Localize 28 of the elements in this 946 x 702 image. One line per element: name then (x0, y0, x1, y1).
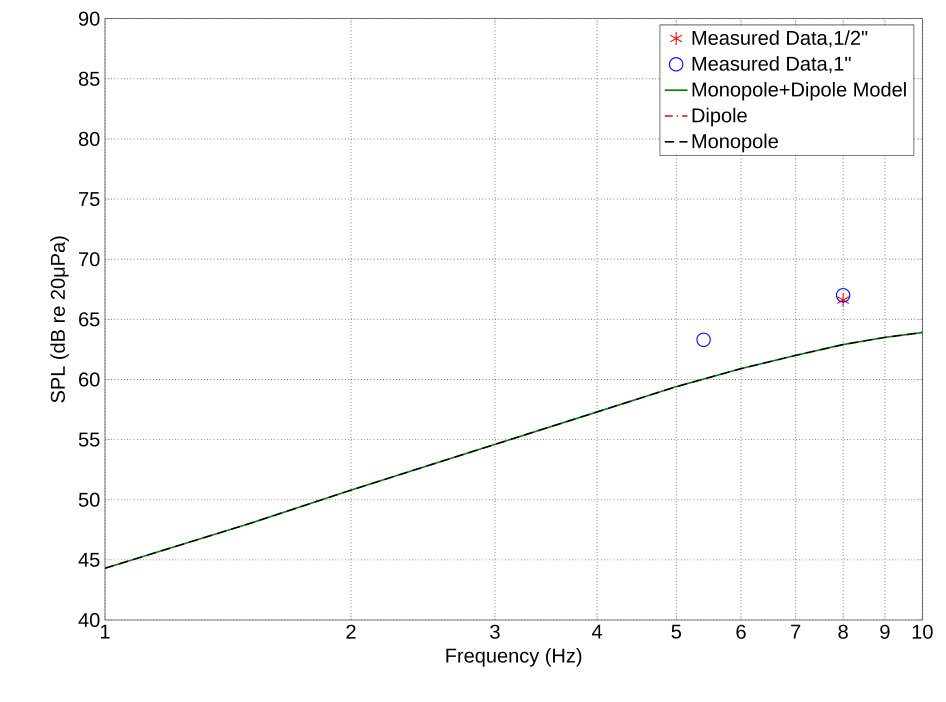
x-axis-title: Frequency (Hz) (446, 648, 582, 667)
y-tick-label: 40 (78, 612, 100, 628)
x-tick-label: 4 (592, 624, 602, 638)
x-tick-label: 2 (346, 624, 356, 639)
x-tick-label: 3 (490, 624, 500, 639)
x-tick-label: 9 (880, 624, 890, 639)
legend-label: Monopole (692, 134, 778, 152)
y-tick-label: 65 (79, 312, 100, 326)
y-axis-title: SPL (dB re 20μPa) (50, 236, 69, 403)
y-tick-label: 90 (78, 12, 100, 26)
x-tick-label: 1 (100, 624, 110, 638)
x-tick-label: 8 (838, 624, 848, 639)
x-tick-label: 7 (791, 624, 800, 638)
y-tick-label: 60 (79, 372, 100, 387)
y-tick-label: 70 (79, 252, 100, 266)
x-tick-label: 10 (912, 624, 933, 639)
legend-label: Measured Data,1" (692, 56, 851, 74)
y-tick-label: 45 (78, 552, 100, 567)
x-tick-label: 5 (672, 624, 682, 639)
y-tick-label: 75 (79, 192, 100, 206)
y-tick-label: 50 (78, 492, 100, 507)
legend-label: Monopole+Dipole Model (692, 82, 906, 101)
x-tick-label: 6 (736, 624, 746, 639)
legend-label: Measured Data,1/2" (692, 30, 868, 48)
y-tick-label: 80 (78, 132, 100, 146)
y-tick-label: 55 (78, 432, 100, 447)
legend-label: Dipole (692, 108, 747, 126)
y-tick-label: 85 (78, 72, 100, 86)
